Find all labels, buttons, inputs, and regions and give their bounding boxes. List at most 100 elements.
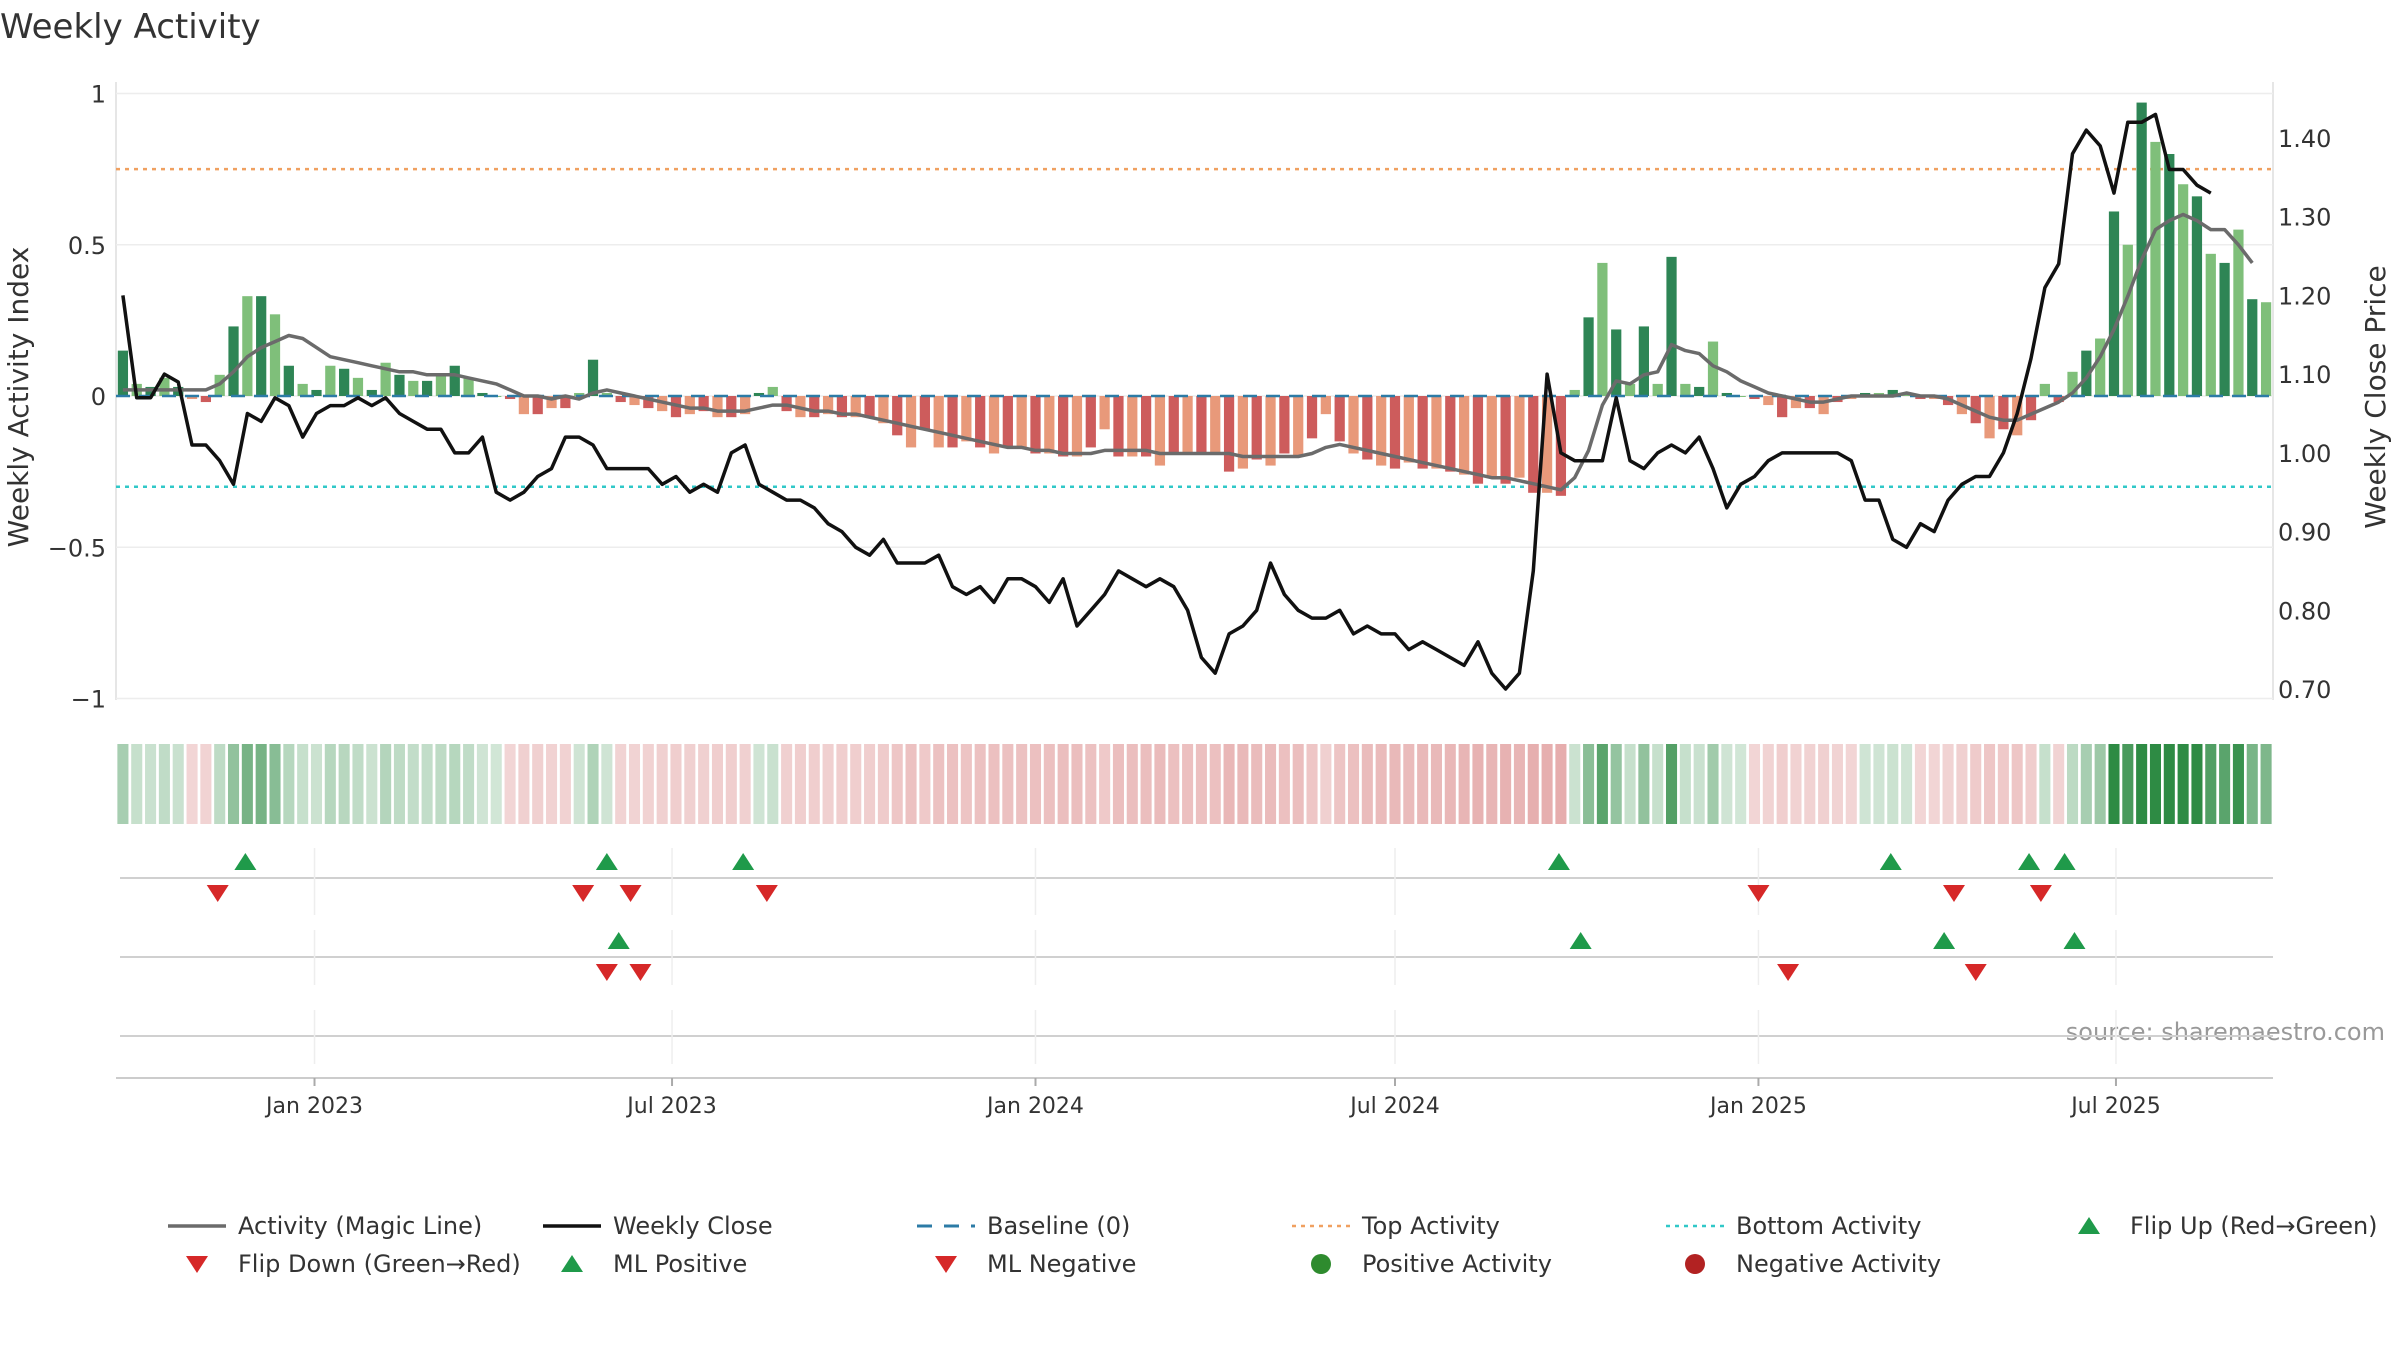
activity-bar xyxy=(2219,262,2230,396)
flip-down-marker xyxy=(1942,885,1965,902)
activity-bar xyxy=(1030,396,1041,454)
activity-cell xyxy=(628,744,641,824)
activity-bar xyxy=(712,396,723,418)
flip-up-marker xyxy=(2018,853,2041,870)
flip-down-marker xyxy=(206,885,229,902)
activity-cell xyxy=(297,744,309,824)
activity-cell xyxy=(1430,744,1443,824)
flip-up-marker xyxy=(234,853,257,870)
activity-cell xyxy=(864,744,876,824)
activity-cell xyxy=(1361,744,1373,824)
activity-bar xyxy=(2178,184,2189,396)
activity-cell xyxy=(1735,744,1747,824)
activity-bar xyxy=(1694,386,1705,396)
legend-label: Weekly Close xyxy=(613,1212,773,1240)
activity-bar xyxy=(1279,396,1290,454)
activity-bar xyxy=(117,350,129,396)
activity-cell xyxy=(172,744,184,824)
activity-cell xyxy=(2149,744,2162,824)
activity-cell xyxy=(711,744,724,824)
activity-bar xyxy=(242,296,253,396)
activity-cell xyxy=(1347,744,1360,824)
activity-cell xyxy=(366,744,378,824)
activity-bar xyxy=(200,396,211,403)
activity-bar xyxy=(629,396,640,406)
activity-bar xyxy=(947,396,958,448)
weekly-close-line xyxy=(121,112,2212,691)
activity-cell xyxy=(1403,744,1415,824)
activity-cell xyxy=(2108,744,2120,824)
activity-cell xyxy=(1126,744,1138,824)
activity-cell xyxy=(1278,744,1290,824)
activity-bar xyxy=(919,396,930,430)
activity-cell xyxy=(822,744,834,824)
activity-cell xyxy=(559,744,571,824)
activity-bar xyxy=(1389,396,1401,469)
activity-cell xyxy=(2191,744,2203,824)
activity-bar xyxy=(2067,371,2078,396)
activity-cell xyxy=(283,744,295,824)
activity-cell xyxy=(1251,744,1263,824)
activity-bar xyxy=(975,396,986,448)
activity-bar xyxy=(2122,244,2133,396)
activity-cell xyxy=(2163,744,2175,824)
activity-cell xyxy=(532,744,544,824)
activity-cell xyxy=(1500,744,1512,824)
activity-bar xyxy=(587,359,599,396)
activity-cell xyxy=(324,744,336,824)
activity-bar xyxy=(878,396,889,424)
activity-bar xyxy=(560,396,571,409)
y2-tick-label: 0.80 xyxy=(2278,597,2331,625)
activity-cell xyxy=(490,744,502,824)
activity-cell xyxy=(1513,744,1525,824)
activity-bar xyxy=(1293,396,1304,457)
ml-positive-marker xyxy=(607,932,630,949)
activity-cell xyxy=(1901,744,1913,824)
activity-bar xyxy=(850,396,861,418)
activity-cell xyxy=(1223,744,1235,824)
activity-cell xyxy=(698,744,710,824)
x-tick-label: Jul 2023 xyxy=(625,1094,717,1119)
flip-down-marker xyxy=(619,885,642,902)
legend-label: Negative Activity xyxy=(1736,1250,1941,1278)
activity-bar xyxy=(1403,396,1414,463)
activity-cell xyxy=(933,744,945,824)
activity-bar xyxy=(1459,396,1470,475)
activity-bar xyxy=(1306,396,1318,439)
activity-bar xyxy=(1182,396,1193,454)
activity-bar xyxy=(1680,383,1691,396)
activity-heat-strip xyxy=(117,744,2272,824)
activity-bar xyxy=(1777,396,1788,418)
activity-cell xyxy=(1859,744,1871,824)
activity-bar xyxy=(380,362,391,396)
activity-bar xyxy=(1624,383,1636,396)
activity-bar xyxy=(809,396,820,418)
activity-cell xyxy=(2260,744,2272,824)
y-tick-label: −1 xyxy=(71,686,106,714)
activity-cell xyxy=(200,744,212,824)
legend: Activity (Magic Line) Weekly Close Baselin… xyxy=(168,1212,2378,1278)
x-tick-label: Jul 2025 xyxy=(2069,1094,2161,1119)
legend-label: Bottom Activity xyxy=(1736,1212,1921,1240)
activity-cell xyxy=(2205,744,2217,824)
activity-cell xyxy=(1002,744,1014,824)
activity-cell xyxy=(1265,744,1277,824)
activity-cell xyxy=(1942,744,1954,824)
activity-cell xyxy=(601,744,613,824)
activity-bar xyxy=(228,326,239,396)
activity-bar xyxy=(1583,317,1594,396)
activity-cell xyxy=(767,744,779,824)
activity-cell xyxy=(1624,744,1636,824)
activity-bar xyxy=(2164,154,2175,396)
legend-item: Weekly Close xyxy=(543,1212,773,1240)
activity-bar xyxy=(339,368,350,396)
activity-cell xyxy=(808,744,820,824)
activity-bar xyxy=(1818,396,1829,415)
legend-down-marker xyxy=(935,1256,957,1273)
legend-item: Activity (Magic Line) xyxy=(168,1212,482,1240)
activity-cell xyxy=(946,744,959,824)
activity-bar xyxy=(1611,329,1622,396)
activity-cell xyxy=(269,744,281,824)
signal-marker-panels xyxy=(120,848,2273,1064)
activity-bar xyxy=(822,396,834,415)
